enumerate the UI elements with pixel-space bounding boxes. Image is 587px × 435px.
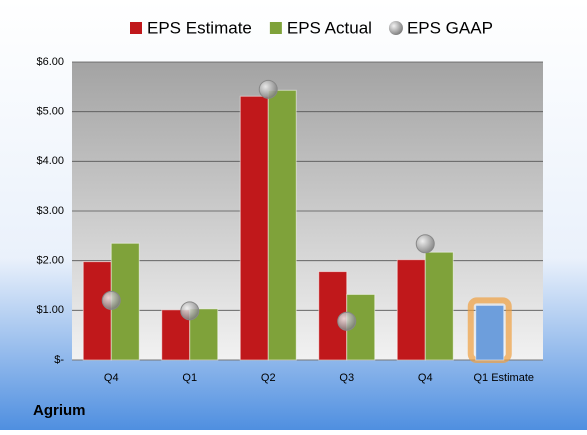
- y-tick-label: $2.00: [36, 255, 64, 267]
- legend-marker: [269, 22, 282, 34]
- bar: [424, 251, 454, 361]
- bar: [396, 259, 426, 361]
- y-tick-label: $1.00: [36, 304, 64, 316]
- legend-label: EPS Actual: [287, 18, 372, 37]
- legend-marker: [388, 21, 403, 35]
- x-tick-label: Q4: [104, 372, 119, 384]
- x-tick-label: Q1 Estimate: [473, 372, 534, 384]
- y-tick-label: $-: [54, 354, 64, 366]
- bar: [82, 261, 112, 361]
- gaap-point: [415, 234, 435, 254]
- gaap-point: [337, 311, 357, 331]
- y-tick-label: $6.00: [36, 56, 64, 68]
- bar: [267, 89, 297, 361]
- gaap-point: [180, 301, 200, 321]
- x-tick-label: Q4: [418, 372, 433, 384]
- legend-label: EPS GAAP: [407, 18, 493, 37]
- legend-label: EPS Estimate: [147, 18, 252, 37]
- legend-marker: [130, 22, 142, 34]
- y-tick-label: $3.00: [36, 205, 64, 217]
- y-tick-label: $5.00: [36, 106, 64, 118]
- x-tick-label: Q2: [261, 372, 276, 384]
- chart-title: Agrium: [33, 402, 86, 419]
- y-tick-label: $4.00: [36, 155, 64, 167]
- x-tick-label: Q3: [339, 372, 354, 384]
- bar: [239, 95, 269, 361]
- gaap-point: [101, 290, 121, 310]
- gaap-point: [258, 79, 278, 99]
- bar: [475, 304, 505, 361]
- x-tick-label: Q1: [182, 372, 197, 384]
